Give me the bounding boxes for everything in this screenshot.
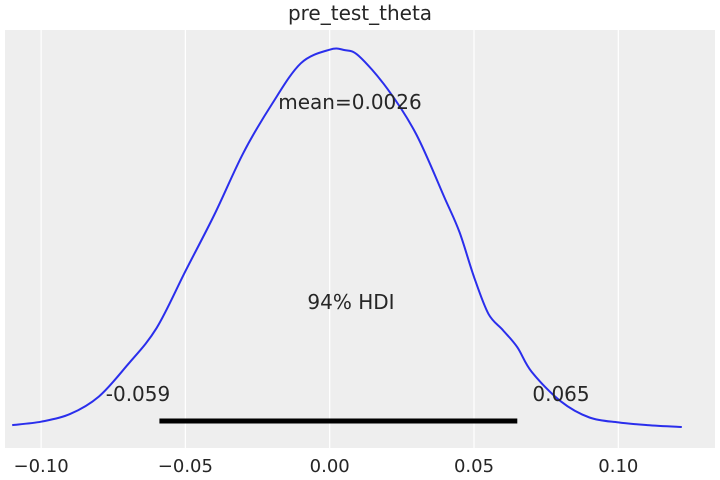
hdi-low-label: -0.059: [106, 382, 170, 406]
hdi-label: 94% HDI: [307, 290, 394, 314]
x-tick-label: −0.10: [13, 456, 68, 477]
density-curve: [12, 47, 682, 428]
x-tick-label: 0.10: [598, 456, 638, 477]
x-tick-label: −0.05: [158, 456, 213, 477]
chart-title: pre_test_theta: [288, 1, 432, 25]
mean-annotation: mean=0.0026: [278, 90, 421, 114]
x-tick-label: 0.00: [310, 456, 350, 477]
plot-area: [5, 30, 715, 448]
x-tick-label: 0.05: [454, 456, 494, 477]
x-axis-ticks: −0.10 −0.05 0.00 0.05 0.10: [13, 456, 638, 477]
hdi-high-label: 0.065: [532, 382, 589, 406]
grid-lines: [40, 30, 619, 448]
